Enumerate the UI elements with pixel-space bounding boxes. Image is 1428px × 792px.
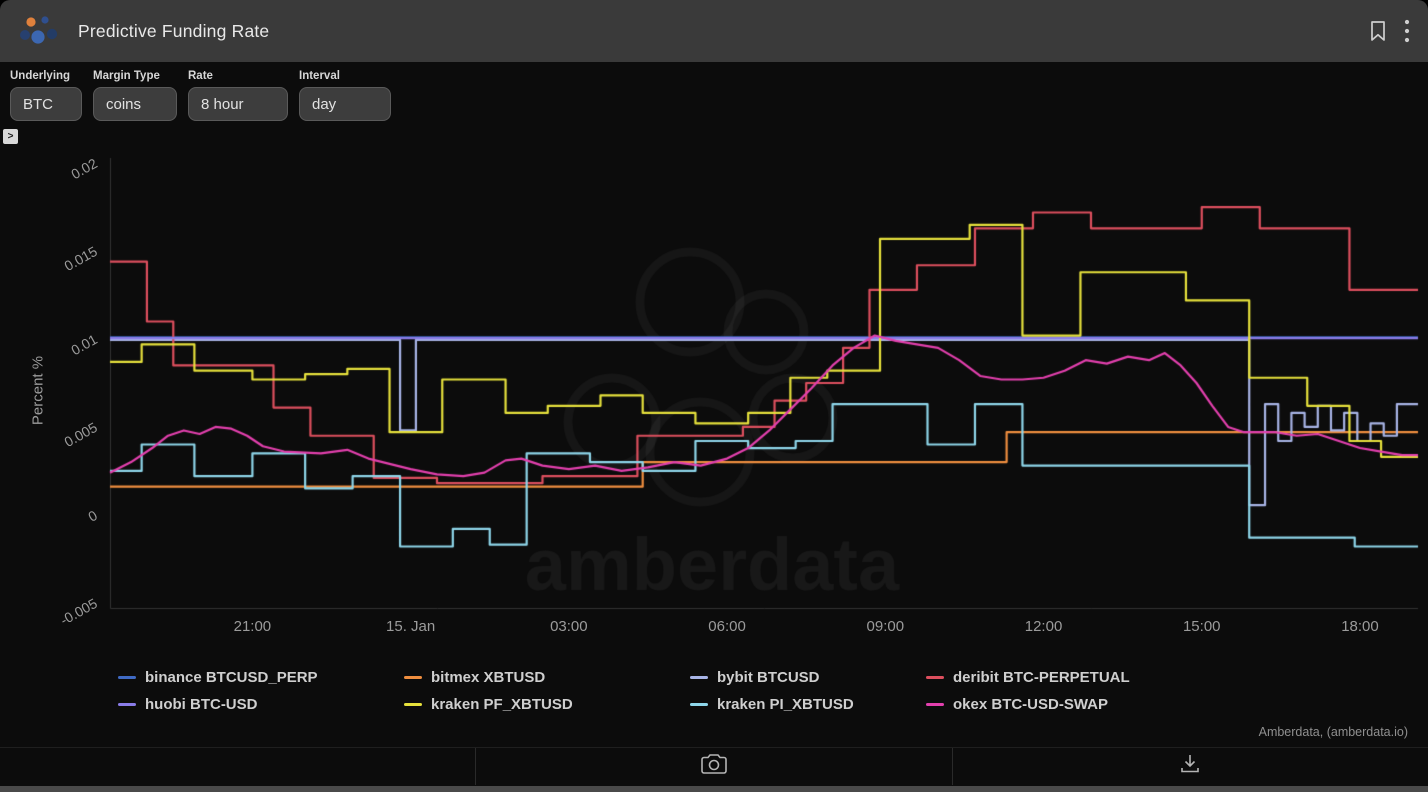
legend: binance BTCUSD_PERP bitmex XBTUSD bybit BT… [118, 666, 1398, 715]
legend-item-kraken-pi-xbtusd[interactable]: kraken PI_XBTUSD [690, 693, 926, 715]
expand-toggle[interactable]: > [3, 129, 18, 144]
legend-label: kraken PI_XBTUSD [717, 695, 854, 713]
toolbar-section-camera[interactable] [475, 748, 951, 785]
filter-margin-type-label: Margin Type [93, 70, 160, 82]
window-bottom-bar [0, 786, 1428, 792]
amberdata-logo-icon [18, 13, 64, 49]
filter-margin-type-select[interactable]: coins [93, 87, 177, 121]
kebab-menu-icon[interactable] [1404, 18, 1410, 44]
legend-label: bybit BTCUSD [717, 668, 820, 686]
legend-swatch [690, 675, 708, 679]
x-tick-label: 06:00 [708, 618, 746, 635]
y-axis-label: Percent % [29, 355, 47, 426]
legend-label: deribit BTC-PERPETUAL [953, 668, 1130, 686]
legend-label: huobi BTC-USD [145, 695, 258, 713]
filter-interval-select[interactable]: day [299, 87, 391, 121]
x-tick-label: 15. Jan [386, 618, 436, 635]
filter-underlying-select[interactable]: BTC [10, 87, 82, 121]
legend-item-okex-btc-usd-swap[interactable]: okex BTC-USD-SWAP [926, 693, 1398, 715]
legend-item-kraken-pf-xbtusd[interactable]: kraken PF_XBTUSD [404, 693, 690, 715]
legend-swatch [118, 675, 136, 679]
legend-item-binance-btcusd-perp[interactable]: binance BTCUSD_PERP [118, 666, 404, 688]
legend-label: bitmex XBTUSD [431, 668, 546, 686]
x-tick-label: 09:00 [866, 618, 905, 635]
filter-rate: Rate 8 hour [188, 70, 288, 121]
filter-bar: Underlying BTC Margin Type coins Rate 8 … [0, 64, 391, 121]
legend-label: kraken PF_XBTUSD [431, 695, 573, 713]
bookmark-icon[interactable] [1368, 20, 1388, 42]
header: Predictive Funding Rate [0, 0, 1428, 62]
bottom-toolbar [0, 747, 1428, 785]
download-icon [1178, 752, 1202, 781]
legend-item-huobi-btc-usd[interactable]: huobi BTC-USD [118, 693, 404, 715]
legend-item-bybit-btcusd[interactable]: bybit BTCUSD [690, 666, 926, 688]
filter-rate-label: Rate [188, 70, 213, 82]
legend-label: binance BTCUSD_PERP [145, 668, 318, 686]
page-title: Predictive Funding Rate [78, 20, 270, 41]
filter-interval: Interval day [299, 70, 391, 121]
filter-rate-select[interactable]: 8 hour [188, 87, 288, 121]
legend-swatch [926, 702, 944, 706]
legend-swatch [404, 702, 422, 706]
x-tick-label: 21:00 [233, 618, 272, 635]
legend-item-deribit-btc-perpetual[interactable]: deribit BTC-PERPETUAL [926, 666, 1398, 688]
attribution: Amberdata, (amberdata.io) [1258, 725, 1408, 739]
legend-swatch [926, 675, 944, 679]
toolbar-section-left[interactable] [0, 748, 475, 785]
filter-underlying: Underlying BTC [10, 70, 82, 121]
x-tick-label: 15:00 [1182, 618, 1221, 635]
legend-swatch [690, 702, 708, 706]
toolbar-section-download[interactable] [951, 748, 1428, 785]
camera-icon [700, 753, 728, 780]
x-tick-label: 03:00 [550, 618, 588, 635]
legend-label: okex BTC-USD-SWAP [953, 695, 1109, 713]
legend-swatch [404, 675, 422, 679]
x-tick-label: 12:00 [1024, 618, 1063, 635]
funding-rate-chart[interactable] [0, 150, 1428, 645]
x-tick-label: 18:00 [1341, 618, 1379, 635]
filter-underlying-label: Underlying [10, 70, 71, 82]
filter-margin-type: Margin Type coins [93, 70, 177, 121]
filter-interval-label: Interval [299, 70, 340, 82]
legend-swatch [118, 702, 136, 706]
legend-item-bitmex-xbtusd[interactable]: bitmex XBTUSD [404, 666, 690, 688]
chart-area: Percent % 0.02 0.015 0.01 0.005 0 -0.005 21:00… [0, 150, 1428, 645]
